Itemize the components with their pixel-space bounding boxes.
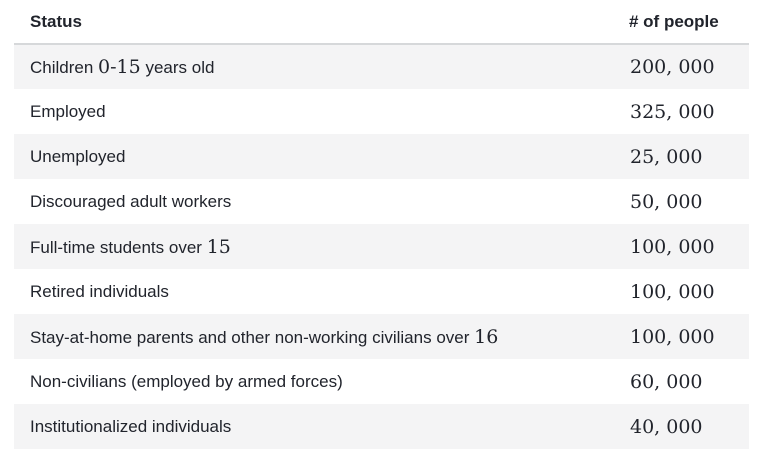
status-cell: Unemployed	[14, 134, 614, 179]
count-cell: 100, 000	[614, 314, 749, 359]
status-number: 15	[206, 235, 231, 258]
status-text-end: years old	[140, 58, 215, 77]
status-text: Institutionalized individuals	[30, 416, 232, 436]
table-row: Children 0-15 years old 200, 000	[14, 44, 749, 89]
count-cell: 25, 000	[614, 134, 749, 179]
count-cell: 100, 000	[614, 269, 749, 314]
table-row: Unemployed 25, 000	[14, 134, 749, 179]
population-table-container: Status # of people Children 0-15 years o…	[14, 0, 749, 449]
status-number: 0-15	[98, 56, 141, 78]
count-cell: 100, 000	[614, 224, 749, 269]
status-text: Non-civilians (employed by armed forces)	[30, 371, 343, 391]
status-number: 16	[474, 325, 499, 348]
status-text: Stay-at-home parents and other non-worki…	[30, 327, 475, 347]
count-cell: 60, 000	[614, 359, 749, 404]
population-table: Status # of people Children 0-15 years o…	[14, 0, 749, 449]
count-cell: 50, 000	[614, 179, 749, 224]
status-cell: Children 0-15 years old	[14, 44, 614, 89]
status-text: Children	[30, 58, 99, 77]
status-text: Full-time students over	[30, 237, 207, 257]
header-status: Status	[14, 0, 614, 45]
status-text: Retired individuals	[30, 281, 169, 301]
header-row: Status # of people	[14, 0, 749, 45]
count-cell: 40, 000	[614, 404, 749, 449]
table-body: Children 0-15 years old 200, 000 Employe…	[14, 44, 749, 449]
count-cell: 200, 000	[614, 44, 749, 89]
table-row: Institutionalized individuals 40, 000	[14, 404, 749, 449]
table-row: Non-civilians (employed by armed forces)…	[14, 359, 749, 404]
status-text: Unemployed	[30, 146, 126, 166]
table-row: Retired individuals 100, 000	[14, 269, 749, 314]
status-cell: Employed	[14, 89, 614, 134]
status-text: Employed	[30, 101, 106, 121]
status-cell: Discouraged adult workers	[14, 179, 614, 224]
table-row: Employed 325, 000	[14, 89, 749, 134]
table-header: Status # of people	[14, 0, 749, 45]
status-text: Discouraged adult workers	[30, 191, 232, 211]
status-cell: Retired individuals	[14, 269, 614, 314]
count-cell: 325, 000	[614, 89, 749, 134]
header-count: # of people	[614, 0, 749, 45]
table-row: Full-time students over 15 100, 000	[14, 224, 749, 269]
status-cell: Stay-at-home parents and other non-worki…	[14, 314, 614, 359]
table-row: Discouraged adult workers 50, 000	[14, 179, 749, 224]
status-cell: Full-time students over 15	[14, 224, 614, 269]
status-cell: Non-civilians (employed by armed forces)	[14, 359, 614, 404]
status-cell: Institutionalized individuals	[14, 404, 614, 449]
table-row: Stay-at-home parents and other non-worki…	[14, 314, 749, 359]
